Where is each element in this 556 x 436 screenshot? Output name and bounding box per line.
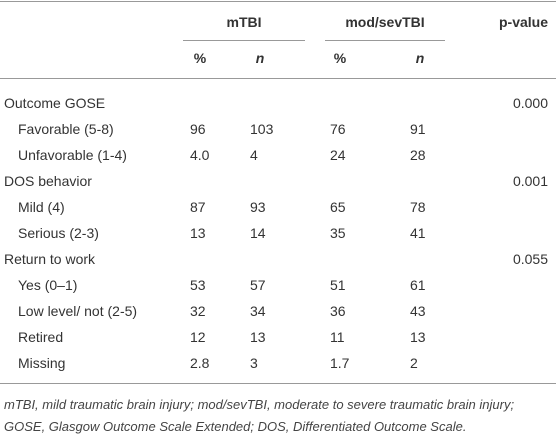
cell: 2 — [410, 355, 418, 371]
cell: 43 — [410, 303, 426, 319]
group-header: mTBI — [226, 14, 262, 30]
cell: 32 — [190, 303, 206, 319]
footnote: mTBI, mild traumatic brain injury; mod/s… — [4, 397, 515, 412]
cell: 87 — [190, 199, 206, 215]
cell: 61 — [410, 277, 426, 293]
section-title: Outcome GOSE — [4, 95, 106, 111]
header-rule — [0, 78, 556, 79]
row-label: Missing — [18, 355, 66, 371]
p-value: 0.001 — [512, 173, 548, 189]
cell: 3 — [250, 355, 258, 371]
cell: 76 — [330, 121, 346, 137]
top-rule — [0, 1, 556, 2]
cell: 91 — [410, 121, 426, 137]
cell: 51 — [330, 277, 346, 293]
cell: 53 — [190, 277, 206, 293]
cell: 34 — [250, 303, 266, 319]
cell: 28 — [410, 147, 426, 163]
cell: 4.0 — [190, 147, 210, 163]
group-header: mod/sevTBI — [345, 14, 425, 30]
column-header: % — [193, 50, 207, 66]
cell: 11 — [330, 329, 345, 345]
row-label: Mild (4) — [18, 199, 65, 215]
cell: 103 — [250, 121, 274, 137]
row-label: Favorable (5-8) — [18, 121, 114, 137]
cell: 36 — [330, 303, 346, 319]
bottom-rule — [0, 383, 556, 384]
row-label: Unfavorable (1-4) — [18, 147, 127, 163]
cell: 14 — [250, 225, 266, 241]
cell: 65 — [330, 199, 346, 215]
cell: 4 — [250, 147, 258, 163]
cell: 78 — [410, 199, 426, 215]
row-label: Low level/ not (2-5) — [18, 303, 138, 319]
cell: 12 — [190, 329, 206, 345]
cell: 13 — [410, 329, 426, 345]
p-value: 0.055 — [512, 251, 548, 267]
group-rule — [183, 40, 305, 41]
row-label: Retired — [18, 329, 64, 345]
cell: 57 — [250, 277, 266, 293]
column-header: n — [415, 50, 425, 66]
row-label: Serious (2-3) — [18, 225, 99, 241]
cell: 2.8 — [190, 355, 210, 371]
row-label: Yes (0–1) — [18, 277, 78, 293]
cell: 96 — [190, 121, 206, 137]
cell: 13 — [190, 225, 206, 241]
section-title: DOS behavior — [4, 173, 92, 189]
p-value: 0.000 — [512, 95, 548, 111]
cell: 35 — [330, 225, 346, 241]
section-title: Return to work — [4, 251, 96, 267]
cell: 93 — [250, 199, 266, 215]
cell: 41 — [410, 225, 426, 241]
group-header: p-value — [498, 14, 548, 30]
cell: 24 — [330, 147, 346, 163]
column-header: % — [333, 50, 347, 66]
column-header: n — [255, 50, 265, 66]
cell: 1.7 — [330, 355, 350, 371]
footnote: GOSE, Glasgow Outcome Scale Extended; DO… — [4, 419, 467, 434]
group-rule — [325, 40, 445, 41]
cell: 13 — [250, 329, 266, 345]
